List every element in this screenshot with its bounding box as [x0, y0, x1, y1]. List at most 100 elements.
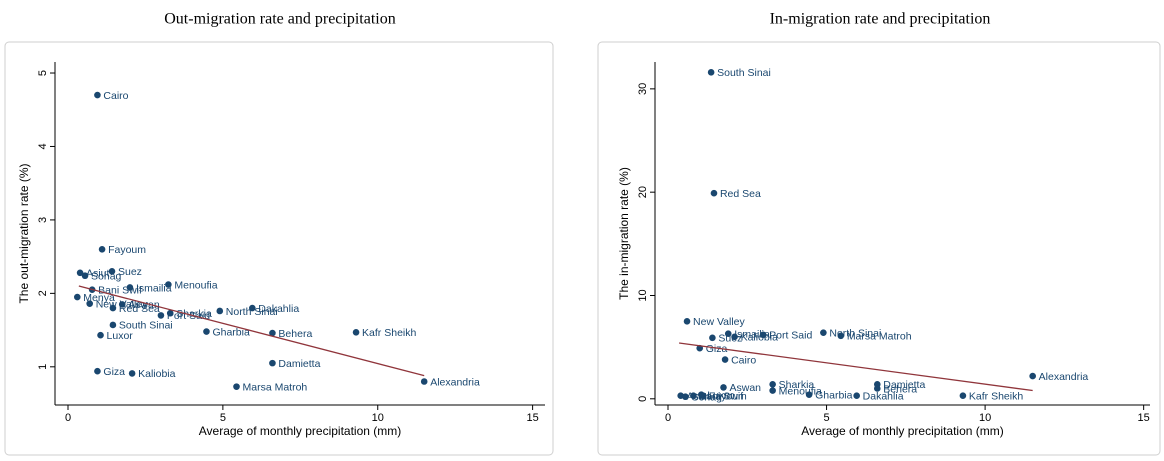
point-label: Menoufia: [174, 279, 217, 291]
point: [959, 392, 967, 400]
point: [805, 391, 813, 398]
point: [86, 300, 93, 307]
x-tick-label: 0: [665, 412, 671, 424]
point-label: Damietta: [883, 379, 925, 391]
point-label: Fayoum: [709, 390, 747, 402]
point: [873, 385, 881, 392]
x-axis-label: Average of monthly precipitation (mm): [801, 424, 1004, 438]
point-label: Kafr Sheikh: [969, 390, 1023, 402]
x-axis-label: Average of monthly precipitation (mm): [199, 424, 402, 438]
point: [699, 392, 707, 400]
point: [710, 189, 718, 197]
point: [769, 387, 776, 394]
y-tick-label: 20: [637, 186, 649, 198]
point: [108, 268, 116, 275]
point: [837, 332, 845, 340]
x-tick-label: 10: [979, 412, 991, 424]
point-label: South Sinai: [717, 67, 771, 79]
point-label: Behera: [883, 383, 917, 395]
point-label: New Valley: [693, 316, 745, 328]
point-label: Luxor: [707, 389, 734, 401]
point-label: North Sinai: [226, 306, 278, 318]
point-label: Cairo: [103, 90, 128, 102]
point-label: Kaliobia: [741, 332, 779, 344]
point: [269, 329, 276, 337]
point: [707, 69, 715, 76]
point: [709, 334, 716, 342]
point-label: South Sinai: [119, 320, 173, 332]
point-label: Aswan: [729, 382, 761, 394]
point: [97, 331, 104, 339]
y-tick-label: 1: [37, 364, 49, 370]
x-tick-label: 15: [1138, 412, 1150, 424]
point: [128, 370, 136, 377]
point-label: Sharkia: [779, 379, 815, 391]
point-label: Giza: [706, 343, 728, 355]
point: [76, 269, 84, 277]
point-label: Bani Swif: [699, 390, 743, 402]
point-label: Ismailia: [136, 282, 172, 294]
point: [165, 281, 172, 288]
point: [249, 304, 256, 312]
point: [109, 321, 117, 329]
point-label: Kafr Sheikh: [362, 327, 416, 339]
point: [1029, 372, 1036, 380]
point-label: Cairo: [731, 354, 756, 366]
point: [157, 312, 165, 319]
point-label: Suez: [118, 266, 142, 278]
point-label: Damietta: [278, 358, 320, 370]
point: [724, 330, 732, 338]
y-tick-label: 0: [637, 396, 649, 402]
point: [118, 301, 126, 308]
point-label: Marsa Matroh: [847, 331, 912, 343]
point: [166, 309, 174, 317]
point: [690, 392, 697, 400]
point: [420, 378, 428, 385]
point-label: Port Said: [769, 330, 812, 342]
point-label: Port Said: [167, 310, 210, 322]
point: [820, 329, 827, 336]
point-label: Dakahlia: [258, 303, 299, 315]
point-label: Alexandria: [1039, 371, 1089, 383]
y-axis-label: The out-migration rate (%): [17, 163, 31, 303]
point-label: Red Sea: [119, 303, 160, 315]
panel-frame: [597, 41, 1161, 456]
y-axis-label: The in-migration rate (%): [617, 167, 631, 300]
point-label: Asiut: [86, 268, 109, 280]
point: [769, 381, 776, 388]
point: [682, 393, 689, 401]
point: [74, 293, 81, 301]
point-label: Luxor: [107, 330, 134, 342]
point: [94, 91, 101, 99]
point: [203, 328, 210, 335]
point-label: Marsa Matroh: [243, 381, 308, 393]
point: [94, 367, 101, 375]
point-label: Gharbia: [815, 389, 853, 401]
y-tick-label: 10: [637, 289, 649, 301]
point-label: Alexandria: [430, 376, 480, 388]
point: [720, 384, 727, 391]
point-label: Kaliobia: [138, 368, 176, 380]
point-label: Dakahlia: [863, 390, 904, 402]
panel-frame: [4, 41, 554, 456]
x-tick-label: 10: [372, 412, 384, 424]
point-label: Red Sea: [720, 188, 761, 200]
point: [683, 318, 691, 325]
point-label: Giza: [103, 366, 125, 378]
y-tick-label: 4: [37, 143, 49, 149]
point: [233, 383, 240, 390]
y-tick-label: 3: [37, 217, 49, 223]
point: [126, 284, 134, 291]
point: [731, 333, 738, 341]
y-tick-label: 5: [37, 70, 49, 76]
point: [352, 328, 360, 336]
point: [269, 359, 276, 367]
point-label: Aswan: [128, 299, 160, 311]
point-label: Sharkia: [176, 308, 212, 320]
point-label: Ismailia: [734, 328, 770, 340]
chart-title: In-migration rate and precipitation: [770, 11, 991, 28]
fit-line: [78, 285, 425, 377]
x-tick-label: 0: [65, 412, 71, 424]
